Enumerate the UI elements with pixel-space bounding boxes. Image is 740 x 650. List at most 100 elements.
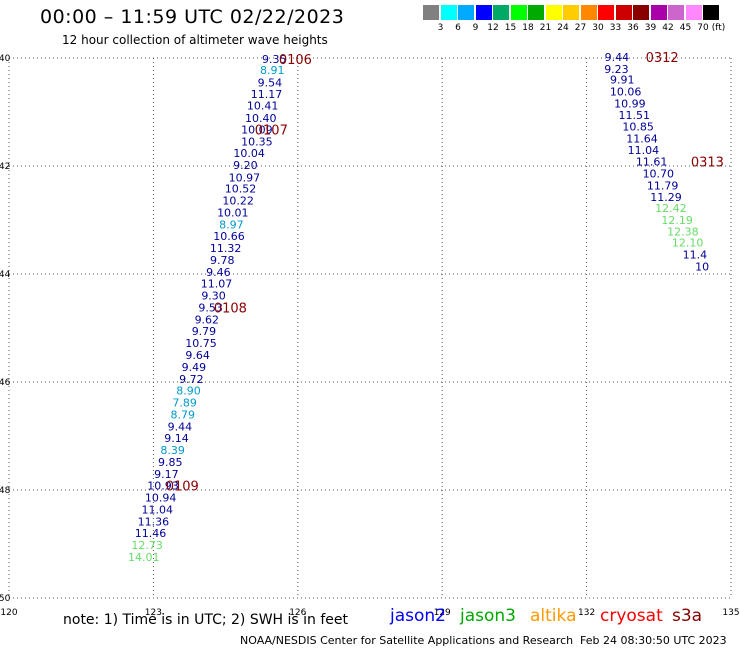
swh-value: 10.52 [225,183,257,196]
chart-title: 00:00 – 11:59 UTC 02/22/2023 [40,6,345,28]
swh-value: 7.89 [172,397,197,410]
x-tick-label: 123 [145,608,162,618]
credit-line: NOAA/NESDIS Center for Satellite Applica… [240,634,574,647]
legend-s3a: s3a [672,606,703,626]
colorbar-label: 24 [557,23,569,33]
data-points: 9.358.919.5411.1710.4110.4010.0910.3510.… [128,51,724,564]
legend-altika: altika [530,606,577,626]
swh-value: 10.41 [247,100,279,113]
colorbar-label: 45 [679,23,692,33]
colorbar-label: 42 [662,23,674,33]
colorbar-swatch [650,5,667,20]
swh-value: 9.17 [154,468,179,481]
colorbar-swatch [685,5,702,20]
swh-value: 12.42 [655,202,687,215]
swh-value: 9.30 [201,290,226,303]
swh-value: 8.90 [176,385,201,398]
swh-value: 11.04 [628,144,660,157]
swh-value: 9.14 [164,432,189,445]
colorbar-swatch [475,5,492,20]
time-label: 0313 [691,156,724,171]
x-tick-label: 135 [722,608,739,618]
grid-lines [8,57,732,599]
colorbar-label: 18 [522,23,534,33]
colorbar-swatch [458,5,474,20]
swh-value: 12.19 [661,214,693,227]
colorbar-unit: (ft) [711,23,726,33]
swh-value: 11.51 [619,109,651,122]
generation-timestamp: Feb 24 08:30:50 UTC 2023 [580,634,727,647]
swh-value: 11.04 [142,503,174,516]
legend-jason2: jason2 [390,606,446,626]
swh-value: 10.75 [185,337,217,350]
swh-value: 9.78 [210,254,235,267]
swh-value: 9.44 [605,51,630,64]
time-label: 0312 [646,51,679,66]
colorbar-swatch [510,5,527,20]
colorbar-swatch [633,5,649,20]
colorbar-label: 33 [609,23,622,33]
swh-value: 9.44 [168,420,193,433]
swh-value: 12.38 [667,225,699,238]
colorbar-label: 6 [455,23,461,33]
colorbar-swatch [598,5,614,20]
swh-value: 10.04 [233,147,265,160]
swh-value: 9.54 [258,76,283,89]
axis-tick-labels: 120 123 126 129 132 135 -40 -42 -44 -46 -48 -50 [0,54,740,618]
chart-subtitle: 12 hour collection of altimeter wave hei… [62,33,328,47]
swh-value: 10.94 [145,492,177,505]
colorbar-label: 3 [437,23,444,33]
swh-value: 9.62 [195,313,220,326]
swh-value: 10.99 [614,97,646,110]
swh-value: 8.79 [171,408,196,421]
swh-value: 10.66 [213,230,245,243]
swh-value: 9.79 [192,325,217,338]
colorbar-label: 9 [472,23,479,33]
legend-cryosat: cryosat [600,606,663,626]
swh-value: 11.64 [626,132,658,145]
swh-value: 12.10 [672,237,704,250]
swh-value: 8.91 [260,64,285,77]
colorbar-swatch [528,5,544,20]
colorbar-label: 70 [697,23,709,33]
swh-value: 11.61 [636,156,668,169]
swh-value: 11.4 [683,249,708,262]
swh-value: 11.32 [210,242,242,255]
x-tick-label: 126 [289,608,306,618]
colorbar-label: 12 [487,23,499,33]
swh-value: 10.97 [229,171,261,184]
colorbar-swatch [668,5,684,20]
x-tick-label: 129 [434,608,451,618]
swh-value: 11.36 [138,515,170,528]
swh-value: 11.07 [201,278,233,291]
colorbar-label: 21 [539,23,552,33]
time-label: 0108 [214,301,247,316]
swh-value: 9.64 [185,349,210,362]
swh-value: 10.40 [245,112,277,125]
y-tick-label: -46 [0,378,11,388]
colorbar-swatch [703,5,719,20]
swh-value: 10.85 [622,121,654,134]
swh-value: 10.93 [147,480,179,493]
swh-value: 10.22 [222,195,254,208]
swh-value: 11.46 [135,527,167,540]
swh-value: 10.09 [241,123,273,136]
colorbar-swatch [493,5,509,20]
legend-jason3: jason3 [460,606,516,626]
y-tick-label: -44 [0,270,11,280]
swh-value: 9.72 [179,373,204,386]
swh-value: 10.35 [241,136,273,149]
swh-value: 11.17 [251,88,283,101]
swh-value: 8.97 [219,218,244,231]
swh-value: 12.73 [131,539,163,552]
swh-value: 14.01 [128,551,160,564]
swh-value: 10.70 [643,168,675,181]
colorbar-swatch [440,5,457,20]
colorbar-label: 36 [627,23,639,33]
swh-value: 9.49 [182,361,207,374]
colorbar-label: 27 [574,23,587,33]
swh-value: 11.29 [650,191,682,204]
x-tick-label: 120 [0,608,17,618]
time-label: 0107 [255,123,288,138]
